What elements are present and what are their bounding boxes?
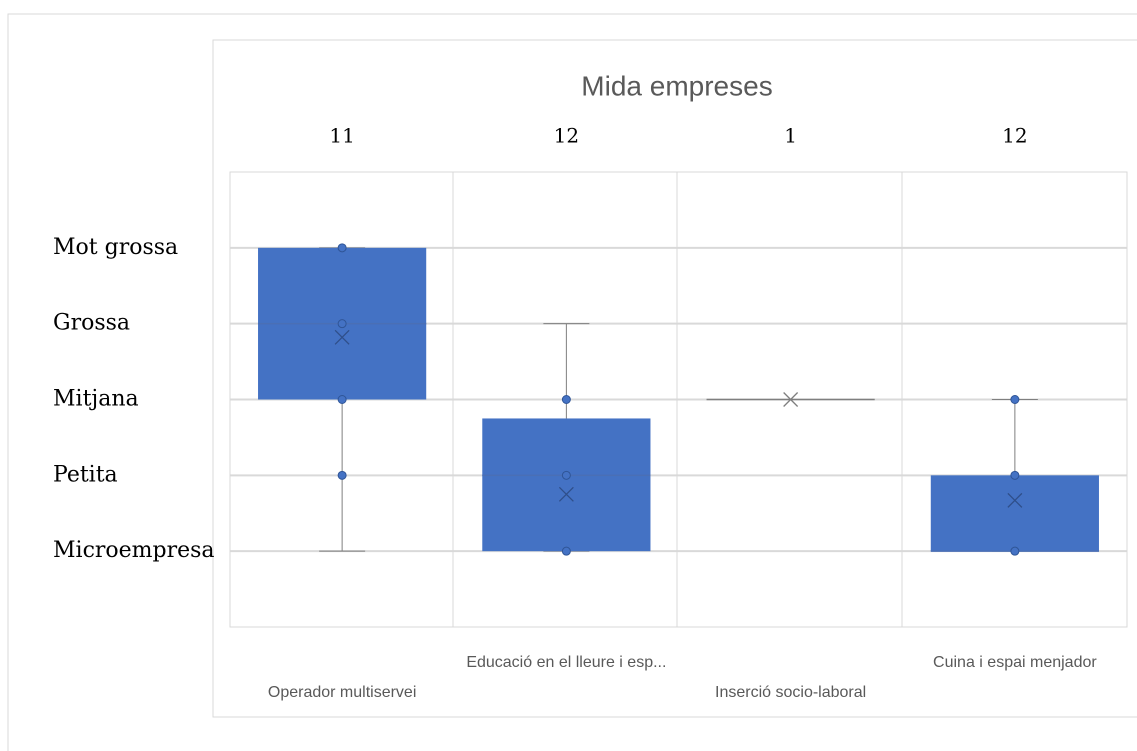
- chart-frame: [212, 39, 1137, 718]
- y-tick-label: Microempresa: [53, 538, 215, 563]
- count-label: 12: [1002, 124, 1027, 148]
- x-tick-label: Inserció socio-laboral: [715, 684, 866, 701]
- data-point: [561, 546, 571, 556]
- data-point: [561, 470, 571, 480]
- box: [930, 475, 1099, 552]
- mean-marker: [783, 392, 799, 407]
- y-tick-label: Grossa: [53, 311, 130, 336]
- data-point: [337, 470, 347, 480]
- y-tick-label: Petita: [53, 462, 118, 487]
- data-point: [337, 319, 347, 329]
- box: [482, 418, 651, 552]
- x-tick-label: Operador multiservei: [268, 684, 417, 701]
- data-point: [1010, 395, 1020, 404]
- data-point: [337, 243, 347, 253]
- data-point: [1010, 546, 1020, 556]
- data-point: [1010, 470, 1020, 480]
- x-tick-label: Cuina i espai menjador: [933, 654, 1097, 671]
- y-tick-label: Mot grossa: [53, 235, 178, 260]
- mean-marker: [334, 329, 350, 345]
- data-point: [337, 395, 347, 404]
- y-tick-label: Mitjana: [53, 387, 139, 412]
- x-tick-label: Educació en el lleure i esp...: [466, 654, 666, 671]
- count-label: 11: [329, 124, 354, 148]
- mean-marker: [1007, 492, 1023, 508]
- count-label: 1: [784, 124, 797, 148]
- outer-frame: [7, 13, 1137, 751]
- data-point: [561, 395, 571, 404]
- count-label: 12: [554, 124, 579, 148]
- chart-title: Mida empreses: [581, 70, 772, 101]
- mean-marker: [558, 486, 574, 502]
